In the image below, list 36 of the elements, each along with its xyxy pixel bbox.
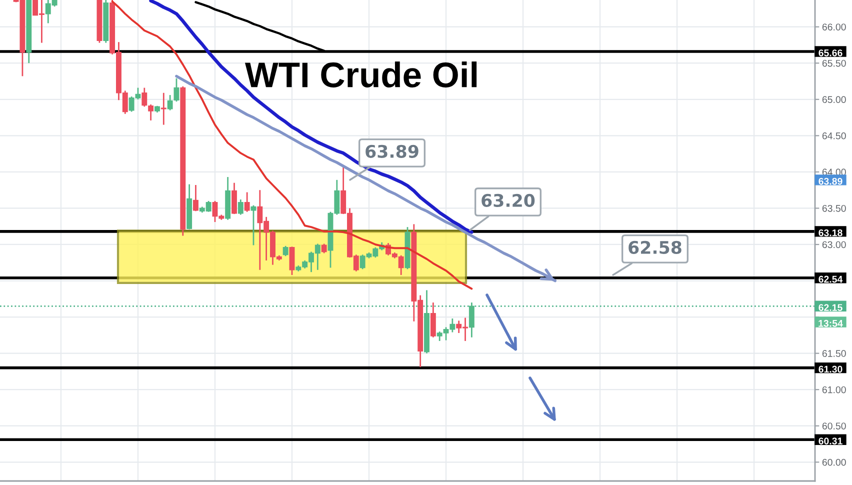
annotation: 63.89 — [366, 144, 418, 158]
ref-line-label: 63.18 — [818, 229, 842, 236]
annotation: 63.20 — [482, 194, 535, 208]
candlestick — [174, 78, 180, 102]
y-tick-label: 60.00 — [822, 458, 846, 466]
annotation: 62.58 — [628, 240, 682, 254]
y-tick-label: 63.50 — [822, 204, 846, 212]
candlestick — [167, 94, 173, 111]
candlestick — [430, 302, 436, 338]
candlestick — [193, 184, 198, 212]
candlestick — [282, 245, 288, 257]
y-tick-label: 61.50 — [822, 350, 846, 357]
candlestick — [244, 192, 250, 213]
ref-line-label: 61.30 — [818, 366, 842, 373]
candlestick — [238, 198, 244, 216]
text: 13:54 — [818, 320, 843, 327]
y-tick-label: 61.00 — [822, 386, 846, 394]
ref-line-label: 60.31 — [818, 438, 842, 444]
y-tick-label: 60.50 — [822, 422, 846, 430]
ref-line-label: 62.54 — [818, 276, 843, 283]
ref-line-label: 65.66 — [818, 49, 842, 56]
y-tick-label: 65.50 — [822, 60, 846, 67]
candlestick — [142, 87, 148, 108]
candlestick — [232, 182, 237, 215]
candlestick — [250, 204, 256, 246]
text: WTI Crude Oil — [244, 61, 477, 88]
candlestick — [321, 243, 327, 254]
y-tick-label: 65.00 — [822, 96, 846, 104]
candlestick — [160, 92, 166, 126]
candlestick — [289, 246, 295, 276]
y-tick-label: 66.00 — [822, 24, 846, 30]
candlestick — [148, 104, 154, 122]
ref-line-label: 62.15 — [818, 304, 842, 311]
annotation: 63.89 — [818, 178, 842, 185]
y-tick-label: 63.00 — [822, 241, 846, 248]
y-tick-label: 64.50 — [822, 132, 846, 140]
